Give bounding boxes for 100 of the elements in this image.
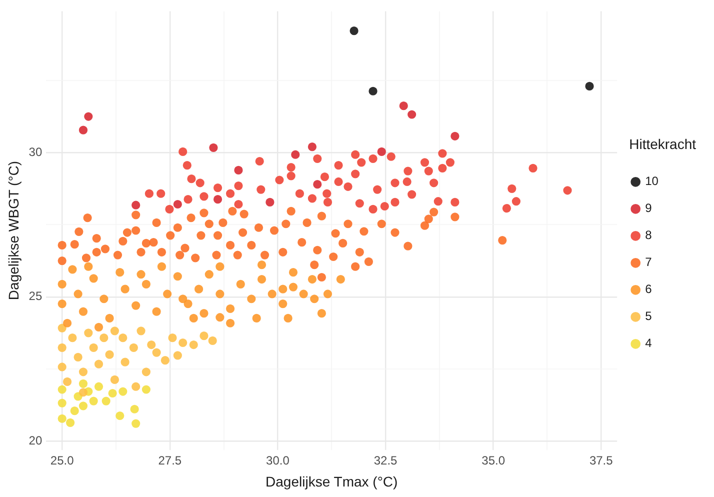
point [84,328,93,338]
x-tick-label: 37.5 [589,453,614,468]
point [200,192,208,201]
point [268,290,276,298]
point [236,280,245,288]
point [147,340,156,350]
point [118,387,128,396]
point [502,204,511,213]
point [208,336,217,346]
point [386,152,396,161]
point [256,185,266,194]
point [178,147,188,156]
point [508,184,516,193]
point [404,166,412,176]
point [438,164,447,172]
point [142,280,150,288]
point [323,198,332,207]
point [200,332,208,340]
legend-label: 9 [645,201,652,216]
point [295,189,304,198]
point [585,82,594,91]
legend-label: 6 [645,282,652,296]
point [257,260,266,270]
point [156,189,166,198]
point [144,189,154,198]
point [196,178,204,188]
x-tick-label: 27.5 [158,453,182,468]
point [89,396,98,406]
point [408,190,416,199]
point [129,343,138,352]
point [136,270,146,279]
y-tick-label: 25 [28,289,42,304]
point [247,294,256,304]
point [173,351,182,360]
point [136,326,146,336]
point [450,198,460,207]
point [399,102,408,110]
point [58,362,66,372]
point [108,388,117,398]
point [62,318,72,328]
point [299,290,308,298]
point [100,294,108,304]
point [434,197,442,206]
point [160,356,170,365]
point [68,265,77,274]
point [334,177,343,186]
legend-label: 5 [645,309,652,324]
point [105,350,114,359]
legend-title: Hittekracht [629,136,696,152]
point [78,368,88,376]
point [78,402,88,410]
point [173,272,182,281]
point [563,186,572,195]
point [58,414,66,423]
point [184,299,192,308]
point [216,262,224,271]
point [165,204,174,214]
point [84,112,93,121]
point [189,314,198,323]
point [132,301,140,310]
point [157,262,166,271]
point [152,307,161,316]
point [78,126,88,134]
point [380,202,389,211]
point [255,156,264,166]
x-axis-title: Dagelijkse Tmax (°C) [266,473,398,490]
point [178,294,188,304]
point [110,326,120,336]
point [194,284,204,294]
point [58,324,66,332]
point [286,172,296,180]
point [110,375,120,384]
point [100,334,108,342]
point [226,304,235,313]
point [209,143,218,152]
point [213,183,222,192]
point [116,411,124,420]
point [120,284,130,294]
point [216,290,224,298]
point [313,180,322,189]
point [284,314,292,323]
x-tick-label: 32.5 [374,453,398,468]
point [424,166,433,176]
point [105,314,114,323]
point [118,334,128,342]
point [377,147,386,156]
point [368,86,378,96]
point [58,385,66,394]
point [351,170,360,178]
point [173,200,182,209]
point [322,189,332,198]
point [116,268,124,277]
point [178,338,188,348]
point [74,290,82,298]
point [200,309,208,318]
point [390,198,400,207]
point [70,406,79,416]
point [278,284,288,294]
point [58,280,66,288]
point [152,348,161,357]
